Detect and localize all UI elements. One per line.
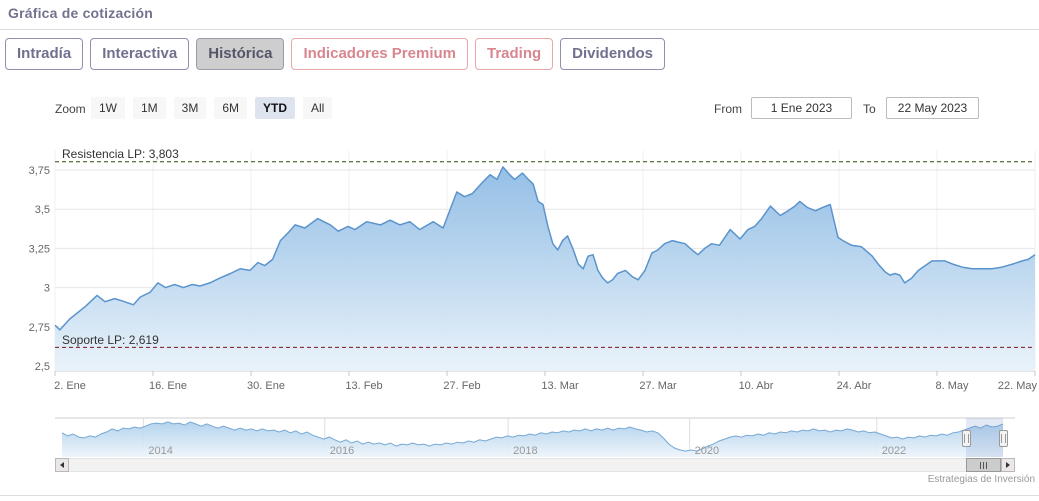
svg-text:22. May: 22. May [998,380,1038,392]
tab-trading[interactable]: Trading [475,38,554,70]
tab-intradia[interactable]: Intradía [5,38,84,70]
navigator-left-handle[interactable] [962,430,971,447]
svg-text:24. Abr: 24. Abr [837,380,872,392]
zoom-button-1w[interactable]: 1W [91,97,125,119]
left-arrow-icon [60,462,64,468]
svg-text:3: 3 [44,283,50,295]
svg-text:2016: 2016 [330,445,354,457]
from-date-input[interactable] [751,97,852,119]
svg-text:27. Feb: 27. Feb [443,380,480,392]
zoom-button-6m[interactable]: 6M [214,97,248,119]
bottom-divider [0,495,1039,496]
svg-text:2. Ene: 2. Ene [54,380,86,392]
svg-text:10. Abr: 10. Abr [739,380,774,392]
chart-credit: Estrategias de Inversión [927,474,1035,485]
svg-text:2,5: 2,5 [35,361,50,373]
from-label: From [714,102,742,116]
svg-text:2018: 2018 [513,445,537,457]
svg-text:3,5: 3,5 [35,204,50,216]
zoom-range-buttons: 1W 1M 3M 6M YTD All [91,97,333,119]
svg-text:2,75: 2,75 [29,322,50,334]
page-title: Gráfica de cotización [8,5,154,21]
svg-text:13. Mar: 13. Mar [541,380,579,392]
svg-text:2020: 2020 [695,445,719,457]
zoom-button-all[interactable]: All [303,97,333,119]
svg-text:16. Ene: 16. Ene [149,380,187,392]
title-divider [0,29,1039,30]
tab-interactiva[interactable]: Interactiva [90,38,190,70]
scrollbar-left-button[interactable] [55,458,69,472]
zoom-button-ytd[interactable]: YTD [255,97,296,119]
main-series [54,161,1036,371]
resistance-plotline-label: Resistencia LP: 3,803 [62,147,179,161]
zoom-button-3m[interactable]: 3M [173,97,207,119]
svg-text:27. Mar: 27. Mar [639,380,677,392]
svg-text:13. Feb: 13. Feb [345,380,382,392]
svg-text:2014: 2014 [148,445,172,457]
scrollbar-thumb[interactable] [966,458,1001,472]
navigator[interactable]: 2014 2016 2018 2020 2022 [55,417,1015,457]
scrollbar-right-button[interactable] [1001,458,1015,472]
chart-tab-bar: Intradía Interactiva Histórica Indicador… [5,38,666,70]
tab-indicadores-premium[interactable]: Indicadores Premium [291,38,468,70]
navigator-right-handle[interactable] [999,430,1008,447]
tab-historica[interactable]: Histórica [196,38,285,70]
right-arrow-icon [1006,462,1010,468]
to-label: To [863,102,876,116]
svg-text:3,25: 3,25 [29,243,50,255]
support-plotline-label: Soporte LP: 2,619 [62,333,159,347]
svg-text:3,75: 3,75 [29,165,50,177]
svg-text:8. May: 8. May [935,380,969,392]
navigator-selected-range[interactable] [966,418,1004,457]
scrollbar-track[interactable] [55,458,1015,472]
svg-text:30. Ene: 30. Ene [247,380,285,392]
zoom-button-1m[interactable]: 1M [133,97,166,119]
svg-text:2022: 2022 [882,445,906,457]
to-date-input[interactable] [886,97,979,119]
zoom-label: Zoom [55,102,86,116]
tab-dividendos[interactable]: Dividendos [560,38,666,70]
